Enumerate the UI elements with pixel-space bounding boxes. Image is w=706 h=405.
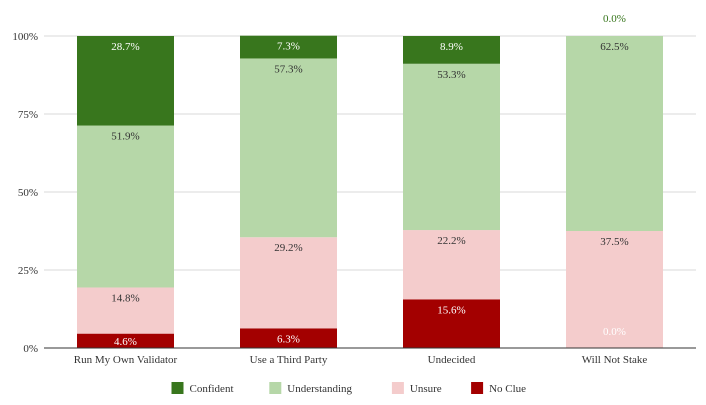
bar-segment-no-clue [403, 299, 500, 348]
bar-segment-confident [403, 36, 500, 64]
data-label: 6.3% [277, 333, 300, 345]
y-tick-label: 75% [18, 109, 38, 121]
legend-label: Confident [190, 383, 234, 395]
axes: 0% 25% 50% 75% 100% Run My Own Validator Use a… [12, 31, 696, 366]
data-label: 37.5% [600, 236, 628, 248]
data-label: 7.3% [277, 41, 300, 53]
bar-segment-no-clue [240, 328, 337, 348]
legend-label: Understanding [287, 383, 352, 395]
bar-segment-confident [77, 36, 174, 126]
legend-swatch [391, 382, 404, 394]
y-tick-label: 100% [12, 31, 38, 43]
y-tick-label: 50% [18, 187, 38, 199]
data-label: 22.2% [437, 235, 465, 247]
bar-segment-unsure [240, 237, 337, 329]
data-label: 8.9% [440, 41, 463, 53]
bar-segment-unsure [566, 231, 663, 348]
data-label: 0.0% [603, 13, 626, 25]
x-category-label: Undecided [428, 354, 476, 366]
data-label: 4.6% [114, 336, 137, 348]
data-label: 53.3% [437, 69, 465, 81]
legend-swatch [171, 382, 184, 394]
bar-segment-understanding [240, 58, 337, 238]
legend-label: No Clue [489, 383, 526, 395]
legend-item-understanding: Understanding [269, 382, 353, 395]
data-label: 51.9% [111, 131, 139, 143]
x-category-label: Run My Own Validator [74, 354, 178, 366]
bars [77, 35, 663, 348]
legend-item-no-clue: No Clue [471, 382, 526, 395]
x-category-label: Will Not Stake [582, 354, 648, 366]
bar-segment-confident [240, 35, 337, 59]
data-label: 57.3% [274, 63, 302, 75]
legend-swatch [269, 382, 282, 394]
data-labels: 4.6% 14.8% 51.9% 28.7% 6.3% 29.2% 57.3% 7.3% 15.… [111, 13, 628, 348]
legend: Confident Understanding Unsure No Clue [171, 382, 526, 395]
data-label: 28.7% [111, 41, 139, 53]
y-tick-label: 25% [18, 265, 38, 277]
bar-segment-unsure [77, 287, 174, 334]
data-label: 62.5% [600, 41, 628, 53]
data-label: 0.0% [603, 326, 626, 338]
bar-segment-understanding [566, 36, 663, 231]
legend-swatch [471, 382, 484, 394]
legend-item-confident: Confident [171, 382, 234, 395]
legend-item-unsure: Unsure [391, 382, 442, 395]
bar-segment-no-clue [77, 333, 174, 348]
bar-segment-understanding [403, 63, 500, 231]
data-label: 29.2% [274, 242, 302, 254]
data-label: 14.8% [111, 292, 139, 304]
y-tick-label: 0% [23, 343, 38, 355]
bar-segment-unsure [403, 230, 500, 300]
legend-label: Unsure [410, 383, 442, 395]
x-category-label: Use a Third Party [250, 354, 328, 366]
bar-segment-understanding [77, 125, 174, 288]
data-label: 15.6% [437, 304, 465, 316]
